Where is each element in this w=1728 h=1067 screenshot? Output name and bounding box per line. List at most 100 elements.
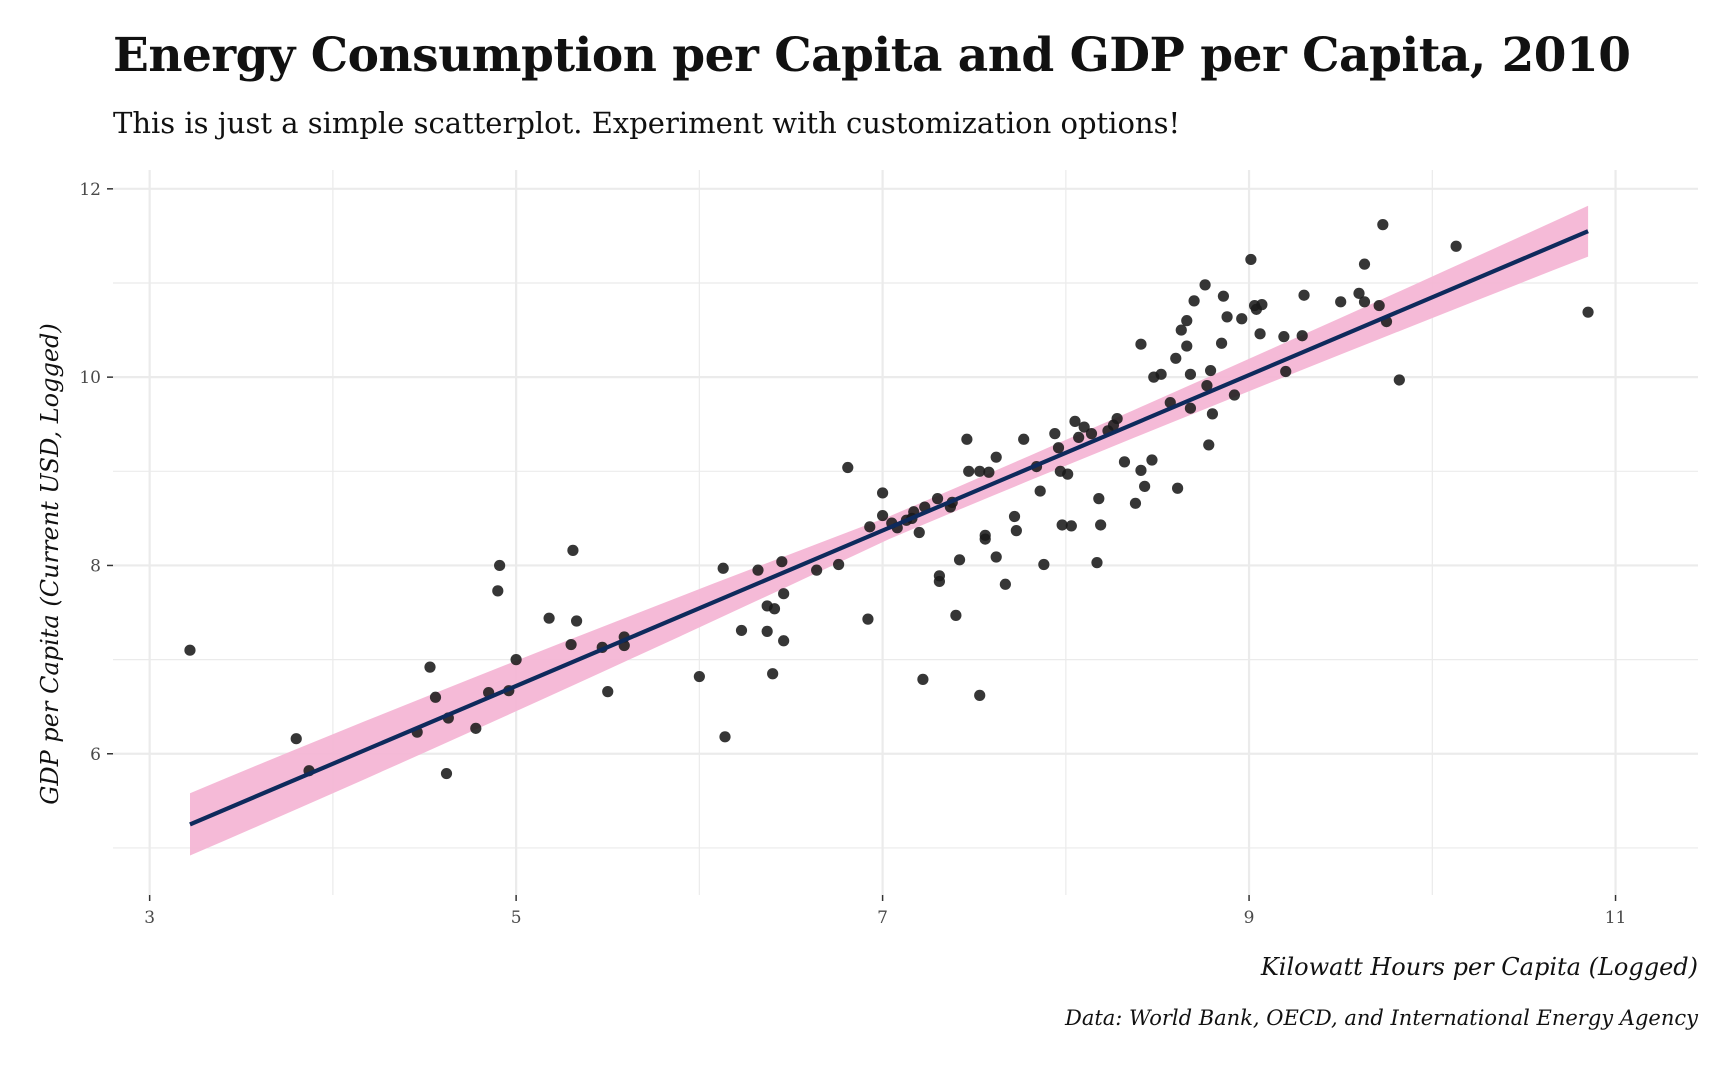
- x-tick-label: 9: [1244, 908, 1255, 928]
- data-point: [1139, 480, 1151, 492]
- data-point: [290, 733, 302, 745]
- data-point: [1135, 338, 1147, 350]
- data-point: [1254, 328, 1266, 340]
- data-point: [1188, 295, 1200, 307]
- data-points: [184, 219, 1594, 780]
- data-point: [776, 556, 788, 568]
- data-point: [424, 661, 436, 673]
- data-point: [963, 465, 975, 477]
- data-point: [492, 585, 504, 597]
- data-point: [1278, 331, 1290, 343]
- data-point: [494, 559, 506, 572]
- data-point: [735, 624, 748, 637]
- data-point: [842, 461, 854, 474]
- data-point: [1582, 306, 1594, 318]
- data-point: [1181, 340, 1193, 352]
- data-point: [1135, 464, 1147, 476]
- data-point: [1091, 557, 1103, 569]
- data-point: [999, 578, 1011, 590]
- data-point: [1095, 519, 1107, 531]
- y-tick-label: 12: [79, 180, 101, 200]
- data-point: [1181, 315, 1193, 327]
- data-point: [1038, 558, 1050, 571]
- data-point: [767, 668, 779, 680]
- data-point: [470, 722, 482, 734]
- data-point: [1236, 313, 1248, 325]
- data-point: [933, 570, 945, 582]
- data-point: [1118, 456, 1131, 468]
- data-point: [543, 612, 555, 624]
- data-point: [1034, 485, 1046, 497]
- data-point: [1065, 520, 1077, 532]
- data-point: [429, 691, 442, 703]
- data-point: [778, 588, 790, 600]
- data-point: [876, 487, 889, 499]
- data-point: [1215, 337, 1228, 349]
- data-point: [864, 521, 876, 533]
- data-point: [1298, 289, 1310, 301]
- data-point: [768, 603, 781, 615]
- data-point: [913, 526, 925, 539]
- data-point: [983, 466, 995, 478]
- data-point: [1056, 519, 1068, 531]
- data-point: [1184, 402, 1197, 414]
- data-point: [974, 465, 986, 477]
- data-point: [1221, 311, 1233, 323]
- data-point: [917, 673, 929, 685]
- data-point: [1073, 431, 1085, 444]
- data-point: [961, 433, 973, 445]
- data-point: [1201, 380, 1213, 392]
- data-point: [979, 529, 991, 541]
- data-point: [950, 609, 962, 621]
- y-axis-ticks: 6 8 10 12: [79, 180, 113, 765]
- y-tick-label: 6: [90, 745, 101, 765]
- data-point: [990, 551, 1002, 563]
- data-point: [1018, 433, 1030, 445]
- data-point: [1008, 510, 1021, 523]
- data-point: [833, 558, 845, 571]
- data-point: [1335, 296, 1347, 308]
- data-point: [752, 564, 764, 576]
- data-point: [1155, 368, 1167, 380]
- y-tick-label: 8: [90, 556, 101, 576]
- data-point: [1245, 253, 1257, 266]
- data-point: [717, 562, 729, 574]
- data-point: [1010, 525, 1022, 537]
- data-point: [1228, 389, 1241, 401]
- fit-line: [189, 229, 1589, 827]
- data-point: [1377, 219, 1389, 231]
- data-point: [1353, 287, 1365, 299]
- data-point: [990, 451, 1002, 463]
- data-point: [719, 731, 731, 743]
- data-point: [1280, 365, 1292, 378]
- x-tick-label: 11: [1605, 908, 1627, 928]
- data-point: [1450, 240, 1462, 252]
- data-point: [1358, 258, 1371, 270]
- data-point: [1184, 368, 1197, 380]
- x-tick-label: 7: [877, 908, 888, 928]
- data-point: [1203, 439, 1215, 451]
- data-point: [1146, 454, 1158, 466]
- data-point: [1256, 299, 1268, 311]
- y-axis-title: GDP per Capita (Current USD, Logged): [36, 323, 64, 805]
- data-point: [1078, 421, 1090, 433]
- data-point: [1206, 408, 1219, 420]
- x-tick-label: 3: [144, 908, 155, 928]
- x-axis-ticks: 3 5 7 9 11: [144, 895, 1626, 928]
- data-point: [565, 638, 577, 651]
- data-point: [184, 644, 196, 656]
- data-point: [1049, 428, 1061, 440]
- data-point: [862, 613, 874, 625]
- data-point: [1393, 374, 1405, 386]
- data-point: [876, 509, 889, 522]
- data-point: [778, 635, 790, 647]
- data-point: [761, 625, 773, 637]
- data-point: [1217, 290, 1230, 302]
- data-point: [1199, 279, 1211, 291]
- data-point: [1170, 352, 1182, 364]
- data-point: [1111, 412, 1123, 425]
- confidence-ribbon: [190, 205, 1589, 856]
- data-point: [567, 544, 579, 556]
- y-tick-label: 10: [79, 368, 101, 388]
